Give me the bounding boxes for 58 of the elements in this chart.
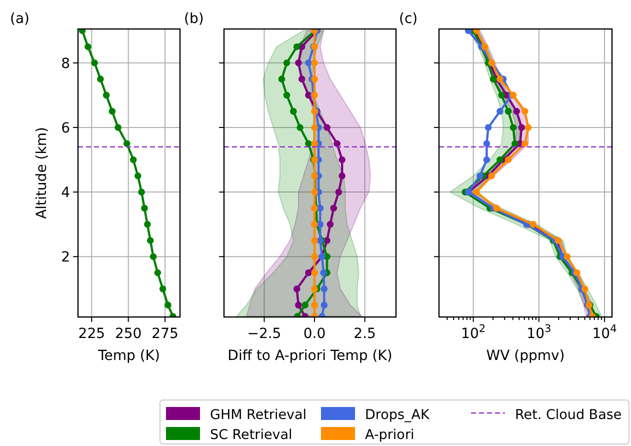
x-tick-label: −2.5 bbox=[247, 326, 282, 342]
legend-label: A-priori bbox=[365, 427, 414, 443]
x-tick-label: 275 bbox=[152, 326, 178, 342]
text: (a) bbox=[10, 11, 30, 27]
point bbox=[335, 188, 342, 196]
point bbox=[311, 124, 318, 131]
x-tick-label: 10$^{3}$ bbox=[526, 323, 552, 342]
point bbox=[296, 124, 304, 131]
point bbox=[311, 140, 318, 148]
point bbox=[311, 253, 318, 260]
x-tick-label: 250 bbox=[114, 326, 142, 342]
text: (b) bbox=[184, 11, 204, 27]
x-tick-label: 10$^{2}$ bbox=[461, 323, 486, 342]
x-tick-label: 0.0 bbox=[303, 326, 326, 342]
x-tick-label: 225 bbox=[78, 326, 106, 342]
point bbox=[302, 302, 308, 308]
point bbox=[311, 269, 318, 276]
x-axis-title: Diff to A-priori Temp (K) bbox=[228, 348, 392, 364]
point bbox=[283, 60, 290, 66]
y-tick-label: 4 bbox=[61, 185, 70, 202]
point bbox=[293, 43, 300, 50]
point bbox=[320, 302, 328, 308]
point bbox=[311, 237, 318, 244]
point bbox=[316, 204, 324, 212]
legend-label: Ret. Cloud Base bbox=[515, 407, 622, 423]
point bbox=[298, 76, 306, 82]
point bbox=[293, 286, 300, 292]
point bbox=[320, 286, 328, 292]
point bbox=[278, 76, 286, 82]
x-axis-title: Temp (K) bbox=[97, 348, 160, 364]
point bbox=[320, 269, 327, 276]
x-tick-label: 2.5 bbox=[354, 326, 376, 342]
legend-label: SC Retrieval bbox=[210, 427, 292, 443]
y-tick-label: 8 bbox=[61, 56, 70, 72]
point bbox=[290, 108, 297, 115]
x-tick-label: 10$^{4}$ bbox=[592, 323, 618, 342]
point bbox=[295, 60, 302, 66]
point bbox=[283, 92, 290, 99]
point bbox=[334, 140, 340, 148]
point bbox=[330, 204, 338, 212]
point bbox=[326, 220, 334, 228]
legend-label: GHM Retrieval bbox=[210, 407, 307, 423]
point bbox=[305, 60, 312, 66]
point bbox=[305, 269, 312, 276]
point bbox=[311, 286, 318, 292]
point bbox=[311, 76, 318, 82]
text: (c) bbox=[399, 11, 418, 27]
point bbox=[324, 124, 330, 131]
legend-label: Drops_AK bbox=[365, 407, 430, 423]
y-axis-title: Altitude (km) bbox=[34, 127, 50, 219]
x-axis-title: WV (ppmv) bbox=[486, 348, 565, 364]
y-tick-label: 2 bbox=[61, 250, 70, 266]
point bbox=[338, 172, 346, 180]
point bbox=[311, 302, 318, 308]
point bbox=[295, 302, 302, 308]
point bbox=[338, 156, 346, 164]
point bbox=[311, 60, 318, 66]
y-tick-label: 6 bbox=[61, 120, 70, 136]
